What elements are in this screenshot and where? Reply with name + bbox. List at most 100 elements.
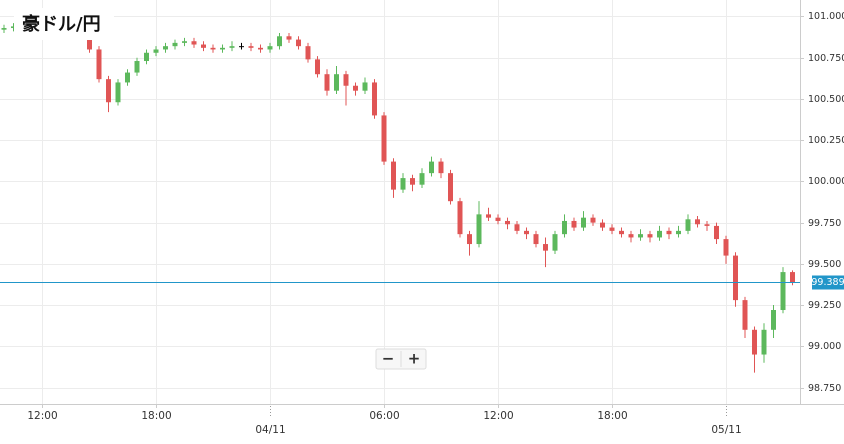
candle-body	[761, 329, 767, 355]
candle-body	[581, 217, 586, 228]
candle-body	[400, 178, 406, 190]
candle-body	[609, 227, 615, 231]
y-tick-label: 99.000	[808, 341, 841, 352]
candle-body	[153, 49, 159, 53]
candles	[0, 18, 800, 373]
y-tick-label: 100.750	[808, 53, 844, 64]
candle-body	[780, 272, 786, 311]
x-tick-label: 12:00	[27, 410, 57, 422]
candle-body	[182, 41, 187, 43]
y-tick-label: 99.750	[808, 218, 841, 229]
x-tick-label: 12:00	[483, 410, 513, 422]
candle-body	[628, 234, 634, 238]
labels: 98.750 99.000 99.250 99.500 99.750 100.000 100…	[27, 11, 844, 436]
candle-body	[514, 224, 520, 231]
candle-body	[286, 36, 292, 40]
y-tick-label: 101.000	[808, 11, 844, 22]
candle-body	[419, 173, 425, 185]
candle-body	[229, 46, 235, 48]
candle-body	[657, 230, 662, 238]
candle-body	[343, 74, 349, 86]
last-price-box	[812, 275, 844, 290]
candle-body	[695, 219, 700, 225]
candle-body	[685, 219, 691, 231]
candle-body	[476, 214, 482, 245]
candle-body	[210, 47, 216, 50]
candle-body	[771, 310, 776, 330]
candle-body	[277, 36, 282, 47]
candle-body	[381, 115, 387, 162]
candle-body	[666, 230, 672, 235]
chart-title: 豪ドル/円	[22, 13, 101, 35]
x-tick-label: 04/11	[255, 424, 285, 436]
candle-body	[305, 46, 311, 60]
candle-body	[533, 234, 539, 245]
candle-body	[590, 217, 596, 223]
candle-body	[334, 74, 339, 91]
candle-body	[134, 61, 140, 73]
candle-body	[467, 234, 472, 245]
candle-body	[144, 52, 149, 62]
candle-body	[704, 224, 710, 226]
candle-body	[391, 161, 396, 190]
candle-body	[714, 225, 719, 240]
x-tick-label: 05/11	[711, 424, 741, 436]
candle-body	[600, 222, 605, 228]
x-tick-label: 18:00	[597, 410, 627, 422]
candle-body	[353, 85, 358, 91]
candle-body	[239, 46, 244, 48]
x-tick-label: 18:00	[141, 410, 171, 422]
candle-body	[676, 230, 681, 235]
y-tick-label: 100.000	[808, 176, 844, 187]
candle-body	[201, 44, 206, 48]
candle-body	[790, 272, 795, 283]
candle-body	[172, 42, 178, 47]
candle-body	[1, 28, 7, 30]
candle-body	[163, 46, 168, 50]
grid	[0, 0, 804, 418]
candle-body	[372, 82, 377, 116]
last-price-label: 99.389	[811, 277, 844, 288]
candle-body	[733, 255, 738, 301]
candle-body	[723, 239, 729, 256]
candle-body	[96, 49, 102, 80]
candle-body	[647, 234, 653, 238]
candle-body	[258, 47, 263, 50]
candle-body	[115, 82, 121, 103]
candle-body	[438, 161, 444, 174]
candle-body	[457, 201, 463, 235]
zoom-controls: − +	[375, 348, 427, 370]
zoom-in-button[interactable]: +	[408, 350, 421, 368]
candle-body	[296, 39, 301, 47]
candle-body	[362, 82, 368, 91]
y-tick-label: 99.250	[808, 300, 841, 311]
candle-body	[752, 329, 757, 355]
candle-body	[505, 220, 510, 225]
y-tick-label: 99.500	[808, 259, 841, 270]
candle-body	[267, 46, 273, 50]
title-box	[14, 8, 114, 40]
candle-body	[106, 79, 111, 103]
candle-body	[524, 230, 529, 235]
candle-body	[486, 214, 491, 218]
candle-body	[543, 244, 548, 251]
candle-body	[410, 178, 415, 185]
candle-body	[562, 220, 567, 235]
candle-body	[448, 173, 453, 202]
y-tick-label: 98.750	[808, 383, 841, 394]
y-tick-label: 100.250	[808, 135, 844, 146]
candle-body	[742, 300, 748, 330]
candle-body	[324, 74, 330, 91]
candle-body	[571, 220, 577, 228]
candle-body	[495, 217, 501, 221]
candle-body	[315, 59, 320, 75]
candle-body	[619, 230, 624, 235]
zoom-out-button[interactable]: −	[382, 350, 395, 368]
candle-body	[220, 47, 225, 50]
candle-body	[191, 41, 197, 45]
candle-body	[552, 234, 558, 251]
candle-body	[87, 36, 92, 50]
y-tick-label: 100.500	[808, 94, 844, 105]
